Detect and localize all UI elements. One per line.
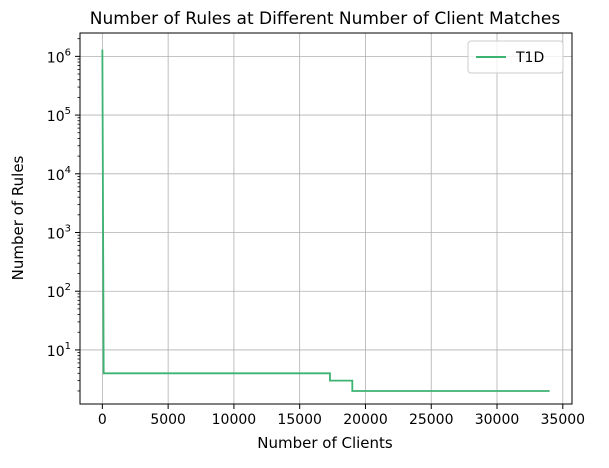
- y-axis-label: Number of Rules: [9, 155, 27, 280]
- x-axis: 0 5000 10000 15000 20000 25000 30000 35000: [98, 404, 585, 428]
- x-tick-label: 5000: [150, 412, 186, 428]
- legend-box: [467, 40, 564, 74]
- x-tick-label: 20000: [343, 412, 388, 428]
- x-tick-label: 30000: [475, 412, 520, 428]
- y-tick-label: 104: [47, 165, 71, 184]
- legend: T1D: [467, 40, 564, 74]
- x-tick-label: 25000: [409, 412, 454, 428]
- x-tick-label: 10000: [212, 412, 257, 428]
- grid: [80, 33, 572, 404]
- y-tick-label: 102: [47, 282, 71, 301]
- plot-frame: [79, 32, 573, 405]
- y-axis: 101 102 103 104 105 106: [47, 38, 80, 392]
- y-tick-label: 106: [47, 47, 71, 66]
- chart-title: Number of Rules at Different Number of C…: [90, 9, 561, 29]
- y-tick-label: 101: [47, 341, 71, 360]
- x-tick-label: 35000: [541, 412, 586, 428]
- series-line-t1d: [101, 49, 550, 392]
- series-layer: [101, 49, 550, 392]
- x-tick-label: 0: [98, 412, 107, 428]
- x-axis-label: Number of Clients: [257, 434, 393, 452]
- y-tick-label: 105: [47, 106, 71, 125]
- legend-label-t1d: T1D: [515, 50, 544, 66]
- x-tick-label: 15000: [277, 412, 322, 428]
- y-tick-label: 103: [47, 224, 71, 243]
